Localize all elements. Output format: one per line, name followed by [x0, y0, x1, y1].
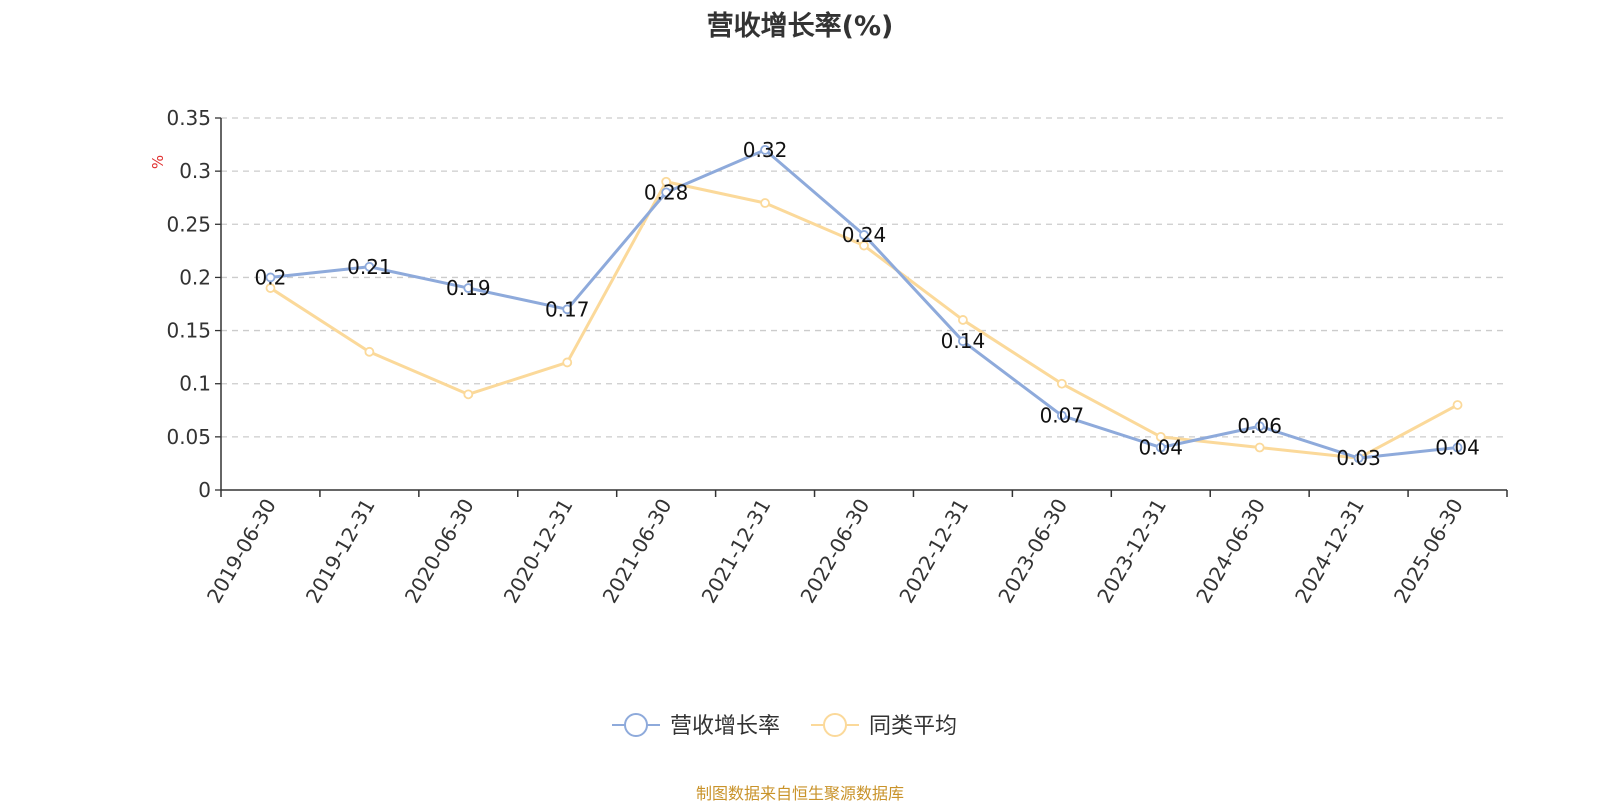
series-0-point: [1452, 442, 1463, 453]
x-tick-label: 2025-06-30: [1389, 495, 1468, 608]
series-1-point: [958, 315, 968, 325]
y-tick-label: 0.25: [166, 212, 211, 236]
y-tick-label: 0.3: [179, 159, 211, 183]
y-tick-label: 0.2: [179, 265, 211, 289]
series-1-point: [1254, 442, 1265, 453]
x-tick-label: 2022-06-30: [795, 495, 874, 608]
x-tick-label: 2024-12-31: [1290, 495, 1369, 608]
series-0-point: [1353, 453, 1364, 464]
series-1-point: [760, 198, 770, 208]
series-0-point: [1155, 442, 1166, 453]
series-0-point: [958, 336, 968, 347]
data-label: 0.28: [644, 180, 689, 204]
series-1-point: [364, 346, 375, 357]
data-label: 0.2: [255, 265, 287, 289]
y-axis-label: %: [149, 155, 167, 169]
series-lines: [265, 144, 1463, 464]
data-label: 0.24: [842, 223, 887, 247]
legend-item-0[interactable]: 营收增长率: [612, 713, 780, 739]
series-1-point: [562, 357, 573, 368]
y-tick-label: 0.05: [166, 425, 211, 449]
series-1-point: [463, 389, 474, 400]
series-0-point: [1056, 410, 1067, 421]
x-tick-label: 2019-12-31: [301, 495, 380, 608]
y-tick-label: 0.1: [179, 372, 211, 396]
series-0-point: [859, 230, 869, 240]
data-label: 0.17: [545, 297, 590, 321]
x-tick-label: 2020-12-31: [499, 495, 578, 608]
series-0-point: [463, 283, 474, 293]
series-1-point: [661, 176, 672, 187]
chart-title: 营收增长率(%): [706, 11, 894, 42]
series-0-point: [760, 144, 770, 155]
legend-label: 同类平均: [869, 714, 957, 739]
series-1-point: [1056, 378, 1067, 389]
legend-marker: [624, 713, 648, 737]
data-label: 0.04: [1139, 435, 1184, 459]
series-0-point: [1254, 421, 1265, 432]
data-labels: 0.2 0.21 0.19 0.17 0.28 0.32 0.24 0.14 0.07 0.04 0…: [255, 138, 1480, 470]
legend-label: 营收增长率: [670, 714, 780, 739]
series-0-point: [661, 187, 672, 198]
grid-lines: [221, 117, 1507, 438]
x-tick-label: 2022-12-31: [894, 495, 973, 608]
y-tick-label: 0: [198, 478, 211, 502]
series-1-point: [1452, 400, 1463, 410]
series-1-point: [265, 283, 276, 293]
series-line-0: [270, 148, 1458, 460]
data-label: 0.21: [347, 255, 392, 279]
x-tick-label: 2019-06-30: [202, 495, 281, 608]
legend-item-1[interactable]: 同类平均: [811, 713, 957, 739]
y-tick-label: 0.15: [166, 319, 211, 343]
series-0-point: [562, 304, 573, 315]
data-label: 0.06: [1237, 414, 1282, 438]
x-tick-label: 2024-06-30: [1191, 495, 1270, 608]
series-1-point: [859, 240, 869, 251]
y-tick-label: 0.35: [166, 106, 211, 130]
data-label: 0.32: [743, 138, 788, 162]
legend-marker: [823, 713, 847, 737]
axes: 0 0.05 0.1 0.15 0.2 0.25 0.3 0.35 2019-06-30 2019…: [166, 106, 1508, 608]
data-label: 0.04: [1435, 435, 1480, 459]
series-0-point: [265, 272, 276, 283]
x-tick-label: 2020-06-30: [400, 495, 479, 608]
x-tick-label: 2021-12-31: [697, 495, 776, 608]
x-tick-label: 2021-06-30: [598, 495, 677, 608]
series-0-point: [364, 261, 375, 272]
data-label: 0.14: [941, 329, 986, 353]
x-tick-label: 2023-06-30: [993, 495, 1072, 608]
data-label: 0.03: [1336, 446, 1381, 470]
data-source-note: 制图数据来自恒生聚源数据库: [695, 784, 904, 803]
data-label: 0.19: [446, 276, 491, 300]
series-1-point: [1155, 431, 1166, 442]
x-tick-label: 2023-12-31: [1092, 495, 1171, 608]
legend: 营收增长率 同类平均: [612, 713, 957, 739]
data-label: 0.07: [1040, 404, 1085, 428]
